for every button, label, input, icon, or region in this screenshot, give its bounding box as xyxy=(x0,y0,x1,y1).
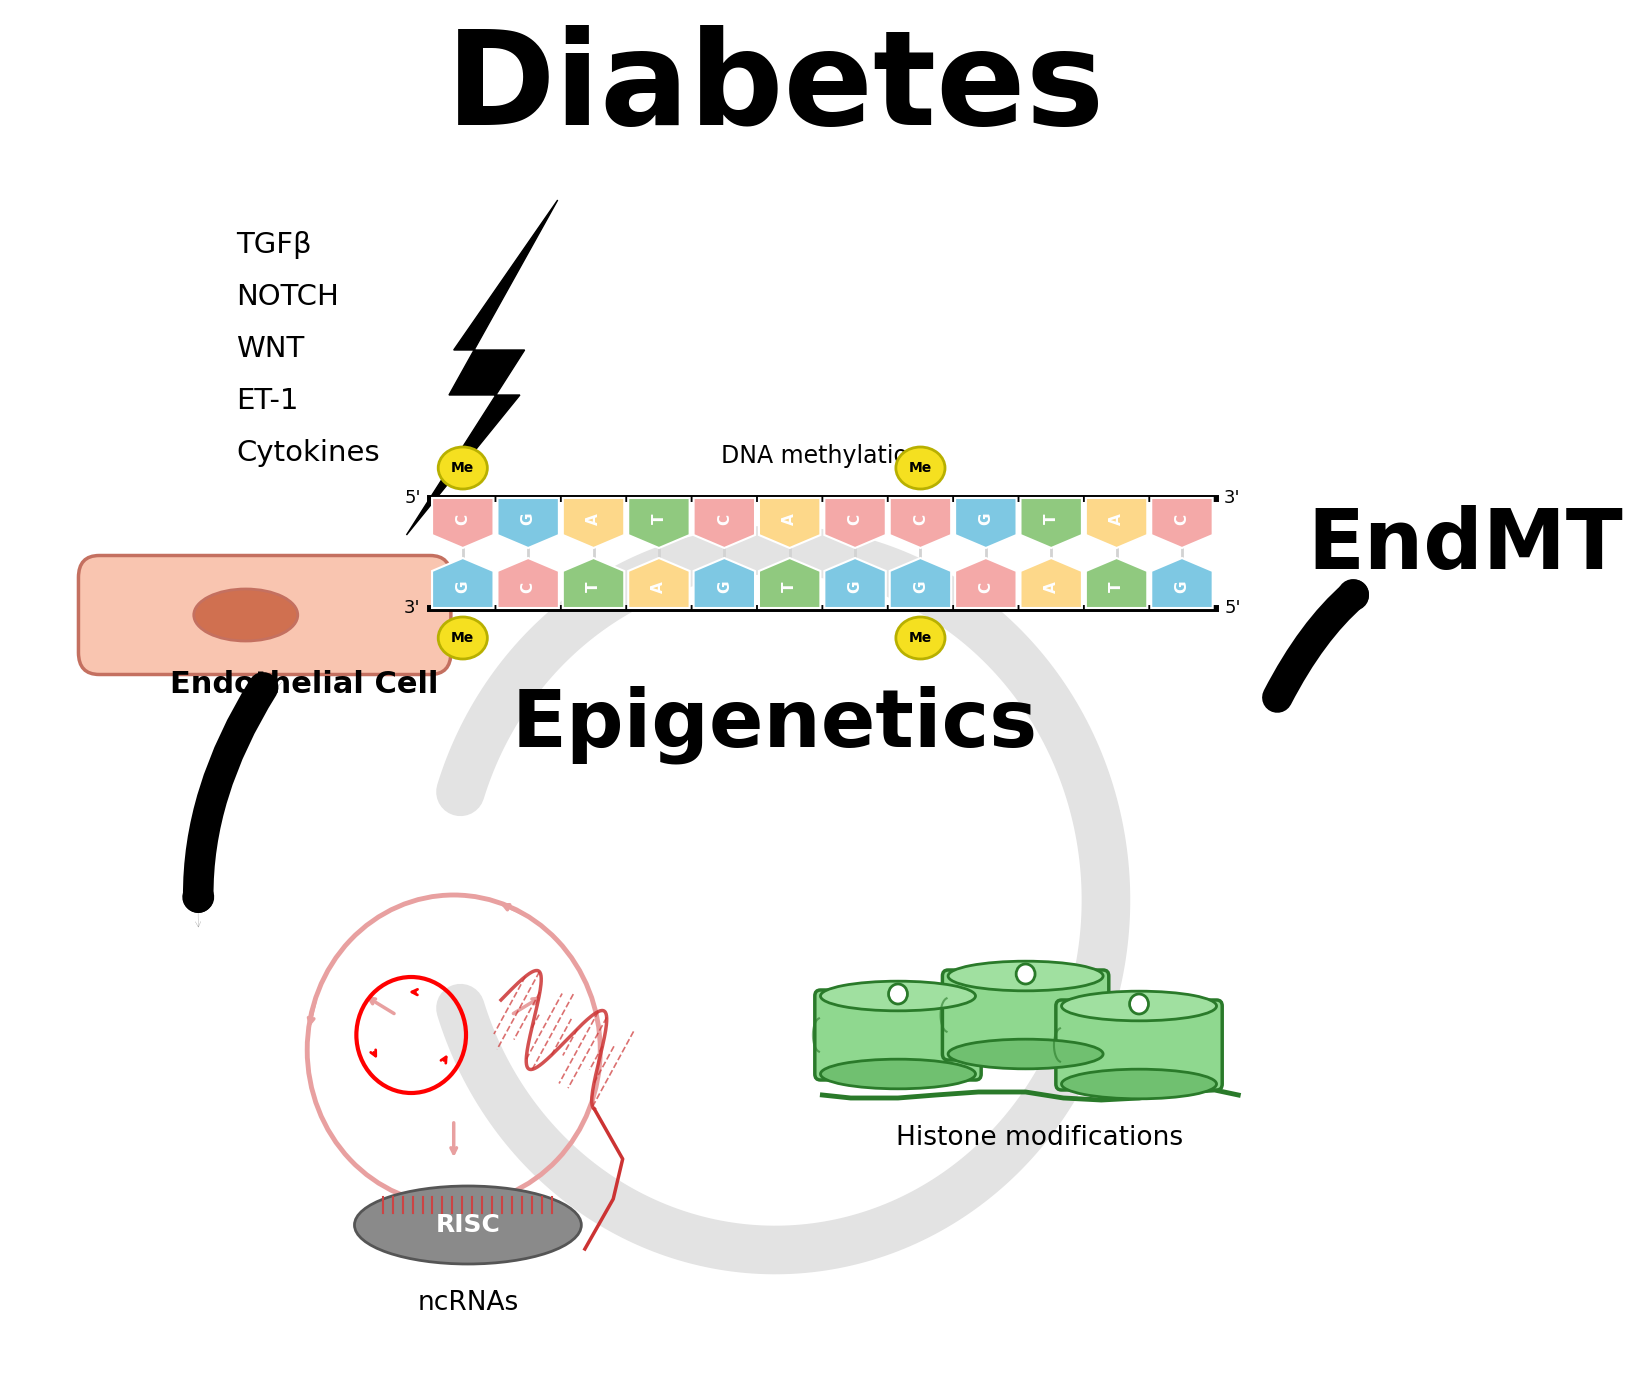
Text: RISC: RISC xyxy=(436,1213,500,1236)
Text: G: G xyxy=(847,581,863,593)
Text: NOTCH: NOTCH xyxy=(236,283,339,310)
Text: C: C xyxy=(717,513,732,524)
Text: A: A xyxy=(586,513,601,524)
Text: Histone modifications: Histone modifications xyxy=(896,1125,1183,1151)
Text: C: C xyxy=(521,581,536,592)
Ellipse shape xyxy=(439,447,488,489)
Text: A: A xyxy=(783,513,798,524)
Polygon shape xyxy=(758,498,821,548)
Text: C: C xyxy=(847,513,863,524)
Text: 3': 3' xyxy=(405,599,421,617)
Polygon shape xyxy=(1086,498,1147,548)
Polygon shape xyxy=(955,498,1017,548)
Text: C: C xyxy=(455,513,470,524)
Text: G: G xyxy=(717,581,732,593)
Polygon shape xyxy=(955,558,1017,609)
Polygon shape xyxy=(1020,498,1083,548)
Polygon shape xyxy=(693,498,755,548)
Text: EndMT: EndMT xyxy=(1307,505,1623,585)
Text: G: G xyxy=(455,581,470,593)
Polygon shape xyxy=(563,558,624,609)
Ellipse shape xyxy=(1061,1070,1217,1098)
Text: A: A xyxy=(652,581,667,593)
Text: T: T xyxy=(586,582,601,592)
Text: Me: Me xyxy=(909,461,932,475)
Polygon shape xyxy=(406,200,557,535)
FancyBboxPatch shape xyxy=(79,556,450,675)
Text: G: G xyxy=(521,513,536,526)
Text: Endothelial Cell: Endothelial Cell xyxy=(170,671,439,700)
Text: 5': 5' xyxy=(405,489,421,506)
Ellipse shape xyxy=(948,1039,1102,1070)
Text: C: C xyxy=(1174,513,1189,524)
Text: Diabetes: Diabetes xyxy=(446,25,1104,152)
Text: Cytokines: Cytokines xyxy=(236,439,380,466)
Polygon shape xyxy=(432,498,493,548)
Text: A: A xyxy=(1109,513,1124,524)
Polygon shape xyxy=(1152,558,1212,609)
Ellipse shape xyxy=(896,617,945,660)
Ellipse shape xyxy=(1061,991,1217,1021)
Text: C: C xyxy=(912,513,929,524)
Ellipse shape xyxy=(354,1185,581,1264)
FancyArrowPatch shape xyxy=(198,687,264,897)
Polygon shape xyxy=(498,498,559,548)
Text: Me: Me xyxy=(450,631,475,644)
Text: DNA methylation: DNA methylation xyxy=(721,444,924,468)
Polygon shape xyxy=(693,558,755,609)
Text: TGFβ: TGFβ xyxy=(236,230,311,259)
Ellipse shape xyxy=(821,1060,976,1089)
Polygon shape xyxy=(758,558,821,609)
Ellipse shape xyxy=(896,447,945,489)
Text: 5': 5' xyxy=(1224,599,1240,617)
Text: T: T xyxy=(652,513,667,524)
Polygon shape xyxy=(629,558,690,609)
Text: ET-1: ET-1 xyxy=(236,386,298,415)
Circle shape xyxy=(1016,965,1035,984)
Text: A: A xyxy=(1043,581,1058,593)
Polygon shape xyxy=(1152,498,1212,548)
Circle shape xyxy=(1130,994,1148,1014)
Text: Me: Me xyxy=(450,461,475,475)
Polygon shape xyxy=(629,498,690,548)
Text: C: C xyxy=(978,581,993,592)
Text: T: T xyxy=(783,582,798,592)
Polygon shape xyxy=(824,558,886,609)
Polygon shape xyxy=(889,498,952,548)
Text: G: G xyxy=(912,581,929,593)
Text: T: T xyxy=(1043,513,1058,524)
Circle shape xyxy=(888,984,907,1005)
Text: T: T xyxy=(1109,582,1124,592)
Polygon shape xyxy=(432,558,493,609)
FancyBboxPatch shape xyxy=(1057,1000,1222,1090)
FancyArrowPatch shape xyxy=(1278,595,1353,697)
Text: G: G xyxy=(1174,581,1189,593)
Polygon shape xyxy=(1020,558,1083,609)
Text: 3': 3' xyxy=(1224,489,1240,506)
Text: Me: Me xyxy=(909,631,932,644)
Ellipse shape xyxy=(439,617,488,660)
FancyBboxPatch shape xyxy=(942,970,1109,1060)
Polygon shape xyxy=(563,498,624,548)
Ellipse shape xyxy=(821,981,976,1010)
Ellipse shape xyxy=(193,589,298,640)
Text: Epigenetics: Epigenetics xyxy=(513,686,1038,765)
Ellipse shape xyxy=(948,962,1102,991)
Polygon shape xyxy=(889,558,952,609)
FancyBboxPatch shape xyxy=(814,989,981,1081)
Text: WNT: WNT xyxy=(236,335,305,363)
Polygon shape xyxy=(498,558,559,609)
Text: G: G xyxy=(978,513,993,526)
Text: ncRNAs: ncRNAs xyxy=(418,1290,519,1317)
Polygon shape xyxy=(1086,558,1147,609)
Polygon shape xyxy=(824,498,886,548)
